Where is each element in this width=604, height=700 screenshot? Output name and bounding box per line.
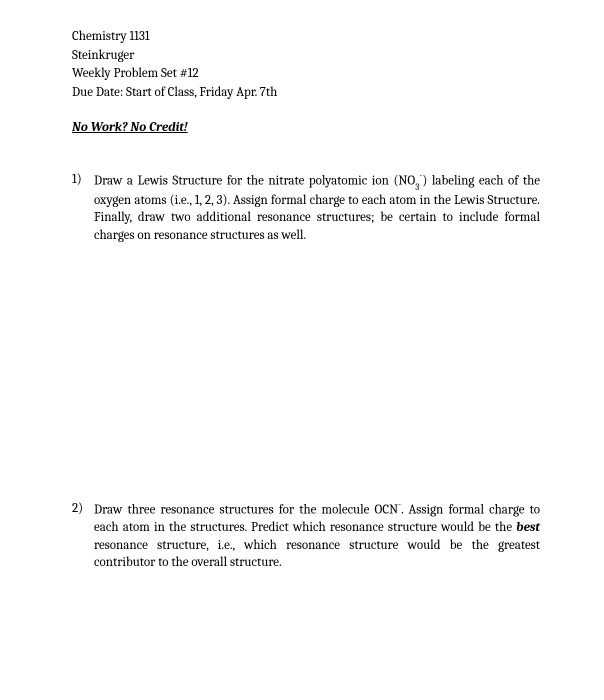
course-line: Chemistry 1131 [72, 28, 540, 46]
subscript: 3 [415, 183, 419, 193]
problem-1: 1) Draw a Lewis Structure for the nitrat… [72, 171, 540, 245]
instructor-line: Steinkruger [72, 47, 540, 65]
superscript: - [398, 500, 401, 510]
problem-body: Draw three resonance structures for the … [94, 500, 540, 572]
problem-number: 2) [72, 500, 94, 572]
problem-2: 2) Draw three resonance structures for t… [72, 500, 540, 572]
no-work-notice: No Work? No Credit! [72, 119, 540, 137]
workspace-gap [72, 244, 540, 466]
due-date-line: Due Date: Start of Class, Friday Apr. 7t… [72, 84, 540, 102]
problem-text-post: resonance structure, i.e., which resonan… [94, 538, 540, 571]
assignment-line: Weekly Problem Set #12 [72, 65, 540, 83]
problem-text-emph: best [516, 520, 540, 535]
problem-set-page: Chemistry 1131 Steinkruger Weekly Proble… [0, 0, 604, 572]
problem-number: 1) [72, 171, 94, 245]
problem-text-pre: Draw three resonance structures for the … [94, 503, 398, 518]
problem-text-pre: Draw a Lewis Structure for the nitrate p… [94, 173, 415, 188]
superscript: - [419, 171, 422, 181]
problem-body: Draw a Lewis Structure for the nitrate p… [94, 171, 540, 245]
